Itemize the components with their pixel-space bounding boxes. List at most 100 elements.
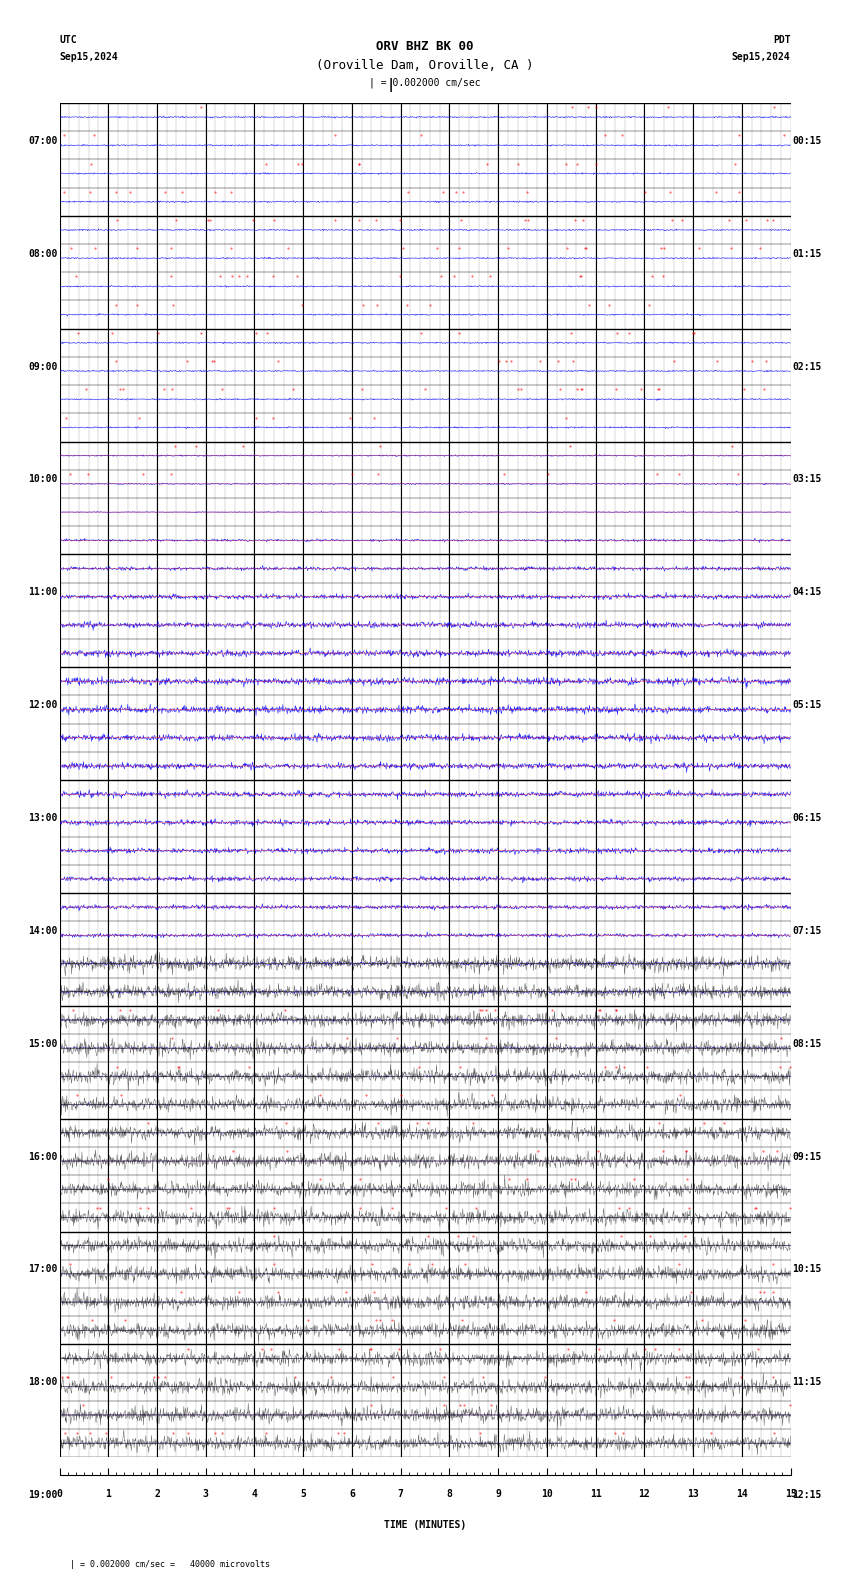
Point <box>207 179 221 204</box>
Point <box>425 1251 439 1277</box>
Point <box>724 236 738 261</box>
Point <box>665 208 678 233</box>
Text: PDT: PDT <box>773 35 790 44</box>
Point <box>522 208 536 233</box>
Point <box>370 1308 383 1334</box>
Point <box>267 1223 280 1248</box>
Point <box>615 1223 628 1248</box>
Point <box>546 998 559 1023</box>
Point <box>235 432 249 458</box>
Point <box>783 1053 796 1079</box>
Point <box>753 1280 767 1305</box>
Point <box>609 998 623 1023</box>
Point <box>673 1082 687 1107</box>
Point <box>645 265 659 290</box>
Point <box>574 377 587 402</box>
Point <box>166 1421 179 1446</box>
Point <box>301 1308 314 1334</box>
Point <box>313 1167 326 1193</box>
Point <box>439 1194 453 1220</box>
Text: ORV BHZ BK 00: ORV BHZ BK 00 <box>377 40 473 52</box>
Point <box>615 122 629 147</box>
Point <box>246 208 259 233</box>
Point <box>717 1110 731 1136</box>
Point <box>172 1053 185 1079</box>
Point <box>136 461 150 486</box>
Point <box>151 320 165 345</box>
Point <box>456 1308 469 1334</box>
Point <box>672 461 686 486</box>
Point <box>266 265 280 290</box>
Point <box>288 1364 302 1389</box>
Point <box>564 320 578 345</box>
Point <box>627 1167 641 1193</box>
Point <box>663 179 677 204</box>
Point <box>396 236 410 261</box>
Point <box>168 432 182 458</box>
Point <box>504 348 518 374</box>
Point <box>667 348 681 374</box>
Point <box>371 461 385 486</box>
Point <box>549 1025 563 1050</box>
Point <box>569 1167 582 1193</box>
Point <box>652 377 666 402</box>
Point <box>243 1053 257 1079</box>
Point <box>783 1194 796 1220</box>
Point <box>101 1167 115 1193</box>
Point <box>592 998 606 1023</box>
Text: 05:15: 05:15 <box>792 700 822 710</box>
Point <box>638 179 652 204</box>
Point <box>650 461 664 486</box>
Point <box>609 1421 622 1446</box>
Point <box>473 1421 487 1446</box>
Point <box>249 406 263 431</box>
Point <box>165 377 178 402</box>
Point <box>589 150 603 176</box>
Point <box>241 265 254 290</box>
Point <box>141 1194 155 1220</box>
Text: 07:00: 07:00 <box>28 136 58 146</box>
Text: 17:00: 17:00 <box>28 1264 58 1275</box>
Point <box>774 1025 788 1050</box>
Point <box>452 320 466 345</box>
Point <box>99 1421 113 1446</box>
Point <box>692 236 706 261</box>
Point <box>602 291 615 317</box>
Text: 10:00: 10:00 <box>28 474 58 485</box>
Point <box>456 179 470 204</box>
Point <box>422 1223 435 1248</box>
Point <box>567 348 581 374</box>
Text: 16:00: 16:00 <box>28 1152 58 1161</box>
Point <box>109 348 122 374</box>
Point <box>71 320 84 345</box>
Point <box>767 1280 780 1305</box>
Point <box>479 1025 493 1050</box>
Point <box>750 1194 763 1220</box>
Point <box>480 150 494 176</box>
Text: 14:00: 14:00 <box>28 925 58 936</box>
Point <box>353 1194 366 1220</box>
Point <box>766 1251 779 1277</box>
Text: 08:00: 08:00 <box>28 249 58 258</box>
Point <box>677 1223 691 1248</box>
Point <box>71 1421 84 1446</box>
Point <box>767 208 780 233</box>
Point <box>355 377 369 402</box>
Point <box>259 1421 273 1446</box>
Point <box>569 208 582 233</box>
Point <box>449 179 462 204</box>
Point <box>329 122 343 147</box>
Point <box>295 291 309 317</box>
Point <box>174 1280 188 1305</box>
Text: 12:00: 12:00 <box>28 700 58 710</box>
Point <box>771 1139 785 1164</box>
Point <box>570 377 583 402</box>
Point <box>365 1251 378 1277</box>
Point <box>732 122 745 147</box>
Point <box>680 1364 694 1389</box>
Point <box>367 406 381 431</box>
Point <box>170 208 184 233</box>
Point <box>434 265 448 290</box>
Point <box>753 236 767 261</box>
Point <box>576 208 590 233</box>
